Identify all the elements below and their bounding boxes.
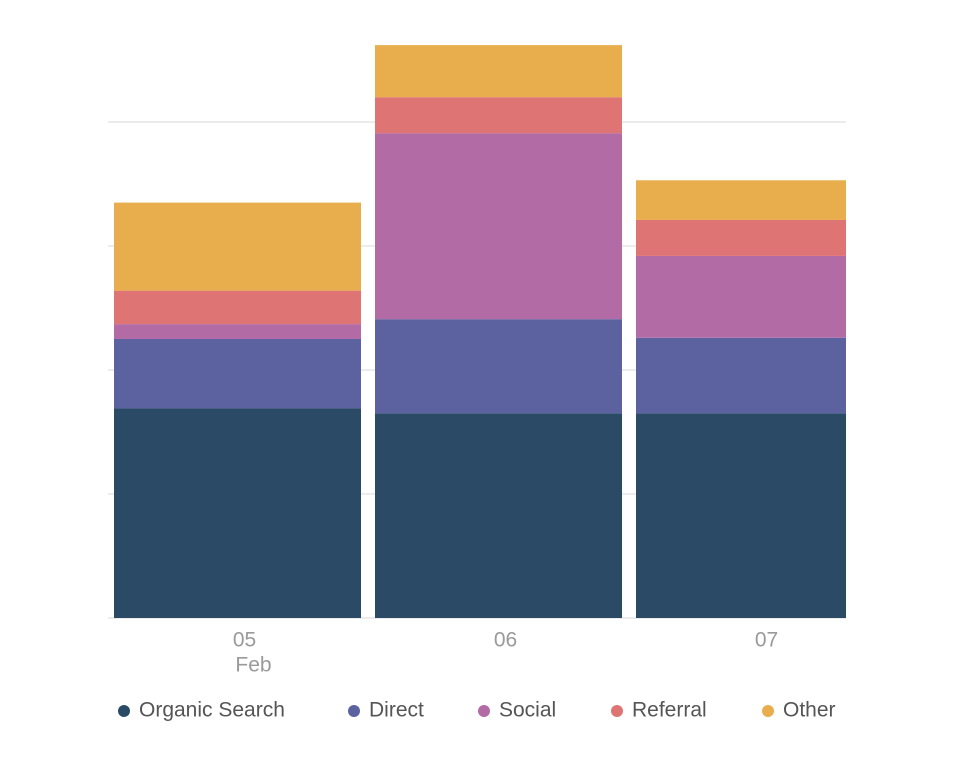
legend-marker (611, 705, 623, 717)
bar-segment (375, 413, 622, 618)
legend-marker (762, 705, 774, 717)
legend-label: Other (783, 699, 836, 722)
bar-segment (114, 324, 361, 339)
bar-segment (636, 219, 846, 256)
bar-segment (114, 202, 361, 291)
x-tick-label: 07 (755, 629, 778, 652)
legend-label: Organic Search (139, 699, 285, 722)
legend-label: Social (499, 699, 556, 722)
legend-marker (348, 705, 360, 717)
bar-segment (114, 408, 361, 618)
legend-marker (118, 705, 130, 717)
x-tick-label: 05 (233, 629, 256, 652)
bar-segment (636, 180, 846, 220)
bar-segment (375, 133, 622, 320)
bar-segment (375, 45, 622, 98)
bar-segment (114, 290, 361, 325)
bar-segment (375, 319, 622, 414)
legend-label: Referral (632, 699, 707, 722)
bar-segment (114, 339, 361, 409)
legend-marker (478, 705, 490, 717)
legend-label: Direct (369, 699, 424, 722)
bar-segment (375, 97, 622, 134)
x-tick-sublabel: Feb (235, 654, 271, 677)
bar-segment (636, 255, 846, 338)
bar-segment (636, 413, 846, 618)
bar-segment (636, 337, 846, 414)
x-tick-label: 06 (494, 629, 517, 652)
